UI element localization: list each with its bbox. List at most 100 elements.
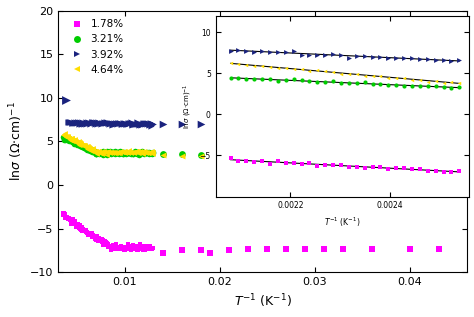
Point	[145, 244, 152, 249]
Point	[345, 164, 353, 169]
Point	[129, 242, 137, 247]
Point	[81, 228, 89, 233]
Point	[76, 226, 83, 231]
Point	[106, 150, 114, 155]
Point	[73, 139, 81, 144]
Point	[130, 151, 137, 156]
Point	[95, 150, 103, 155]
Point	[150, 149, 157, 154]
Point	[133, 243, 140, 248]
Point	[78, 145, 85, 150]
Point	[83, 230, 91, 235]
Point	[94, 237, 101, 242]
Point	[108, 151, 115, 156]
Point	[95, 150, 103, 155]
Point	[119, 245, 127, 250]
Point	[118, 151, 126, 156]
Point	[86, 146, 93, 151]
Point	[135, 152, 143, 158]
Point	[68, 139, 76, 144]
Point	[62, 213, 69, 218]
Point	[107, 244, 114, 249]
Point	[65, 138, 73, 143]
Point	[91, 148, 99, 153]
Point	[401, 166, 408, 171]
Point	[92, 148, 100, 153]
Point	[86, 148, 94, 153]
Point	[337, 162, 345, 167]
Point	[111, 148, 118, 153]
Point	[108, 150, 116, 155]
Point	[129, 121, 137, 126]
Point	[282, 77, 290, 82]
Point	[91, 121, 98, 126]
Point	[447, 85, 455, 90]
Point	[64, 214, 71, 219]
Point	[127, 150, 134, 155]
Point	[87, 145, 94, 150]
Point	[282, 161, 290, 166]
Point	[82, 144, 90, 149]
Point	[101, 243, 109, 248]
Point	[122, 150, 130, 155]
Point	[416, 56, 424, 61]
Point	[250, 77, 258, 82]
Point	[121, 150, 129, 155]
Point	[76, 140, 83, 145]
Point	[91, 234, 99, 239]
Point	[65, 138, 73, 143]
Point	[85, 231, 93, 236]
Point	[133, 150, 140, 155]
Point	[119, 152, 127, 157]
Point	[118, 149, 125, 154]
Point	[72, 140, 80, 145]
Point	[148, 148, 156, 153]
Point	[69, 120, 76, 125]
Point	[361, 165, 368, 170]
Point	[64, 216, 72, 221]
Point	[61, 216, 69, 221]
Point	[73, 120, 81, 125]
Point	[88, 147, 95, 152]
Point	[130, 150, 138, 155]
Point	[416, 77, 424, 82]
Point	[89, 234, 96, 239]
Point	[401, 84, 408, 89]
Point	[134, 122, 142, 127]
Point	[147, 151, 155, 156]
Point	[306, 160, 313, 165]
Point	[66, 218, 73, 223]
Point	[140, 247, 148, 252]
Point	[125, 243, 133, 249]
Point	[114, 121, 121, 126]
Point	[61, 135, 69, 140]
Point	[122, 244, 129, 249]
Point	[123, 151, 131, 156]
Point	[134, 120, 141, 125]
Point	[264, 153, 271, 158]
Point	[140, 121, 148, 126]
Point	[72, 137, 79, 142]
Point	[101, 239, 109, 244]
Point	[148, 149, 155, 154]
Y-axis label: ln$\sigma$ ($\Omega$$\cdot$cm)$^{-1}$: ln$\sigma$ ($\Omega$$\cdot$cm)$^{-1}$	[182, 83, 194, 129]
Point	[97, 238, 104, 243]
Point	[114, 151, 121, 156]
Point	[75, 142, 83, 147]
Point	[94, 151, 101, 156]
Point	[216, 152, 224, 157]
Point	[92, 237, 100, 243]
Point	[118, 122, 125, 127]
Point	[178, 154, 186, 159]
Point	[131, 122, 138, 127]
Point	[377, 54, 384, 59]
Point	[119, 152, 127, 157]
Point	[66, 215, 73, 220]
Point	[130, 121, 137, 126]
Point	[118, 149, 126, 154]
Point	[142, 122, 149, 127]
Point	[235, 155, 243, 160]
Point	[127, 121, 134, 126]
Point	[141, 151, 148, 156]
X-axis label: $T^{-1}$ (K$^{-1}$): $T^{-1}$ (K$^{-1}$)	[324, 216, 361, 230]
